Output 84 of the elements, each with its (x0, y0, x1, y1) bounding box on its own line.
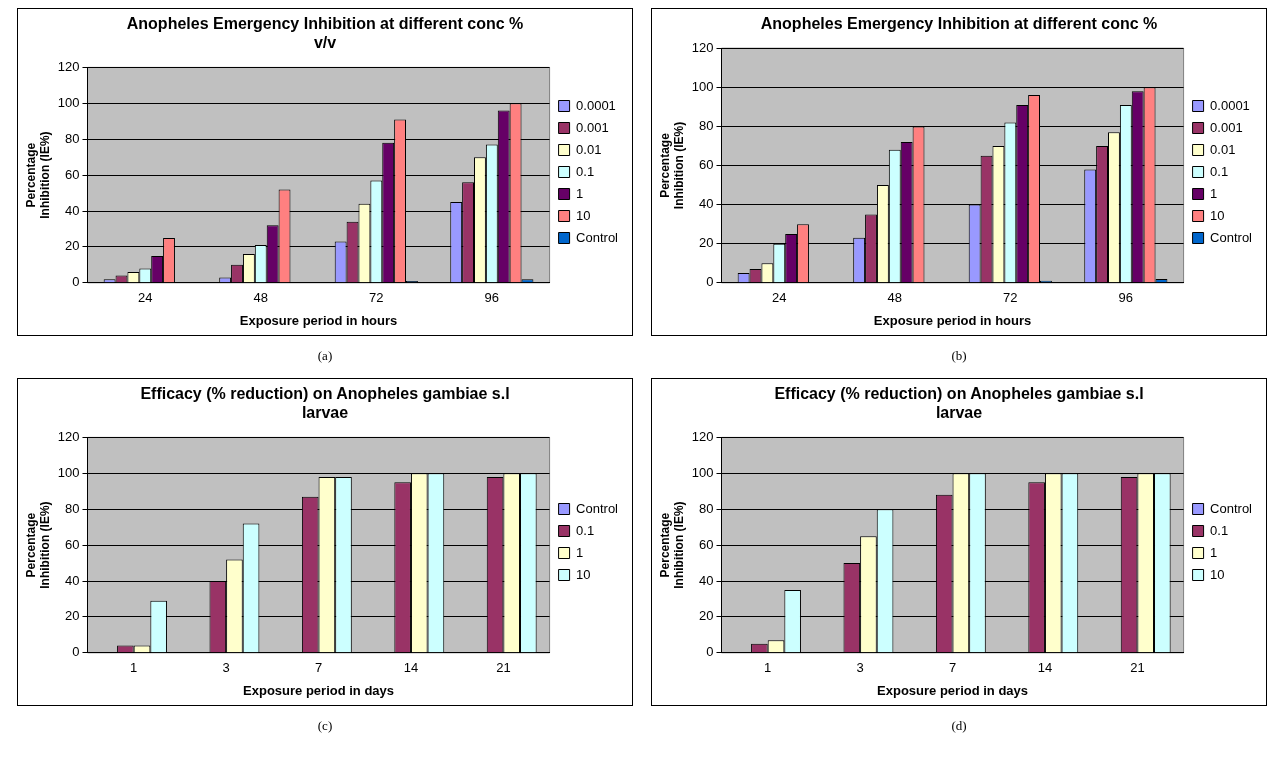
legend-label: 0.001 (576, 119, 609, 135)
x-tick-label: 24 (138, 290, 153, 306)
legend-label: 0.1 (576, 522, 595, 538)
y-tick-label: 120 (691, 428, 714, 444)
y-tick-label: 100 (691, 78, 714, 94)
y-axis-title: Percentage Inhibition (IE%) (657, 121, 686, 210)
legend-label: 10 (576, 207, 591, 223)
legend-label: Control (1210, 500, 1253, 516)
text: (a) (317, 348, 333, 364)
y-tick-label: 120 (57, 58, 80, 74)
y-tick-label: 0 (72, 274, 80, 290)
legend-label: 0.0001 (1210, 97, 1250, 113)
y-tick-label: 60 (65, 536, 80, 552)
chart-title: Efficacy (% reduction) on Anopheles gambiae s.l larvae (774, 385, 1144, 422)
legend-label: 0.001 (1210, 119, 1243, 135)
legend-label: 0.1 (1210, 522, 1229, 538)
y-tick-label: 120 (691, 39, 714, 55)
x-tick-label: 48 (887, 290, 903, 306)
legend-label: Control (1210, 229, 1253, 245)
x-tick-label: 14 (1037, 660, 1053, 676)
text: (b) (951, 348, 967, 364)
x-axis-title: Exposure period in hours (239, 312, 398, 328)
text: (d) (951, 718, 967, 734)
x-tick-label: 1 (130, 660, 138, 676)
legend-label: 0.01 (1210, 141, 1236, 157)
y-tick-label: 0 (706, 274, 714, 290)
legend-label: 10 (576, 566, 591, 582)
y-tick-label: 20 (699, 235, 714, 251)
x-tick-label: 7 (314, 660, 323, 676)
y-axis-title: Percentage Inhibition (IE%) (657, 501, 686, 589)
y-tick-label: 0 (72, 644, 80, 660)
chart-title: Efficacy (% reduction) on Anopheles gambiae s.l larvae (140, 385, 510, 422)
legend-label: 0.0001 (576, 97, 616, 113)
x-tick-label: 3 (222, 660, 230, 676)
x-tick-label: 24 (772, 290, 787, 306)
x-tick-label: 7 (948, 660, 957, 676)
x-tick-label: 3 (856, 660, 864, 676)
legend-label: 10 (1210, 207, 1225, 223)
x-tick-label: 21 (496, 660, 511, 676)
legend-label: 0.1 (1210, 163, 1229, 179)
y-tick-label: 40 (65, 202, 80, 218)
legend-label: Control (576, 500, 619, 516)
x-tick-label: 72 (369, 290, 384, 306)
x-tick-label: 96 (1118, 290, 1134, 306)
y-tick-label: 100 (691, 464, 714, 480)
y-tick-label: 20 (699, 608, 714, 624)
chart-title: Anopheles Emergency Inhibition at different conc % (760, 15, 1158, 33)
y-axis-title: Percentage Inhibition (IE%) (23, 131, 52, 219)
y-tick-label: 40 (65, 572, 80, 588)
y-tick-label: 0 (706, 644, 714, 660)
y-tick-label: 40 (699, 196, 714, 212)
x-tick-label: 1 (764, 660, 772, 676)
y-tick-label: 40 (699, 572, 714, 588)
x-tick-label: 48 (253, 290, 269, 306)
y-tick-label: 80 (65, 500, 80, 516)
y-tick-label: 80 (65, 130, 80, 146)
x-axis-title: Exposure period in days (243, 682, 395, 698)
y-tick-label: 20 (65, 238, 80, 254)
legend-label: 0.1 (576, 163, 595, 179)
y-tick-label: 60 (699, 536, 714, 552)
y-tick-label: 100 (57, 94, 80, 110)
y-tick-label: 60 (699, 157, 714, 173)
y-tick-label: 120 (57, 428, 80, 444)
y-tick-label: 20 (65, 608, 80, 624)
y-tick-label: 100 (57, 464, 80, 480)
legend-label: 10 (1210, 566, 1225, 582)
y-tick-label: 80 (699, 500, 714, 516)
legend-label: 1 (1210, 544, 1218, 560)
x-tick-label: 72 (1003, 290, 1018, 306)
x-tick-label: 14 (403, 660, 419, 676)
legend-label: 1 (576, 544, 584, 560)
legend-label: 1 (576, 185, 584, 201)
x-tick-label: 96 (484, 290, 500, 306)
text: (c) (317, 718, 333, 734)
legend-label: 1 (1210, 185, 1218, 201)
x-axis-title: Exposure period in hours (873, 312, 1032, 328)
legend-label: 0.01 (576, 141, 602, 157)
legend-label: Control (576, 229, 619, 245)
x-tick-label: 21 (1130, 660, 1145, 676)
y-tick-label: 80 (699, 117, 714, 133)
chart-title: Anopheles Emergency Inhibition at different conc % v/v (126, 15, 524, 52)
x-axis-title: Exposure period in days (877, 682, 1029, 698)
y-tick-label: 60 (65, 166, 80, 182)
y-axis-title: Percentage Inhibition (IE%) (23, 501, 52, 589)
